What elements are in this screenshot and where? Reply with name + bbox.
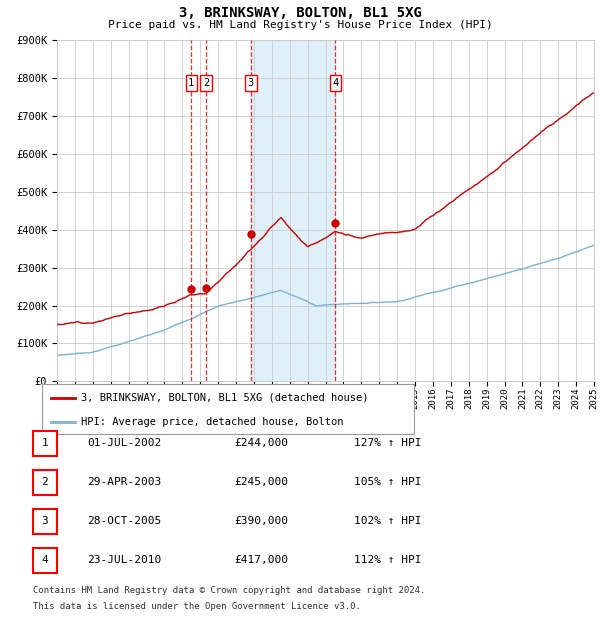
Text: 23-JUL-2010: 23-JUL-2010 xyxy=(87,556,161,565)
Text: 3, BRINKSWAY, BOLTON, BL1 5XG: 3, BRINKSWAY, BOLTON, BL1 5XG xyxy=(179,6,421,20)
Text: 3: 3 xyxy=(41,516,49,526)
Text: HPI: Average price, detached house, Bolton: HPI: Average price, detached house, Bolt… xyxy=(81,417,344,427)
Text: 28-OCT-2005: 28-OCT-2005 xyxy=(87,516,161,526)
Text: 3: 3 xyxy=(248,78,254,88)
Text: 105% ↑ HPI: 105% ↑ HPI xyxy=(354,477,421,487)
Text: 4: 4 xyxy=(332,78,338,88)
Bar xyxy=(251,40,335,381)
Text: £244,000: £244,000 xyxy=(234,438,288,448)
Text: 1: 1 xyxy=(41,438,49,448)
Text: 112% ↑ HPI: 112% ↑ HPI xyxy=(354,556,421,565)
Text: This data is licensed under the Open Government Licence v3.0.: This data is licensed under the Open Gov… xyxy=(33,602,361,611)
Text: £417,000: £417,000 xyxy=(234,556,288,565)
Text: £390,000: £390,000 xyxy=(234,516,288,526)
Text: 01-JUL-2002: 01-JUL-2002 xyxy=(87,438,161,448)
Text: 2: 2 xyxy=(41,477,49,487)
Text: 3, BRINKSWAY, BOLTON, BL1 5XG (detached house): 3, BRINKSWAY, BOLTON, BL1 5XG (detached … xyxy=(81,393,368,403)
Text: £245,000: £245,000 xyxy=(234,477,288,487)
Text: 1: 1 xyxy=(188,78,194,88)
Text: Price paid vs. HM Land Registry's House Price Index (HPI): Price paid vs. HM Land Registry's House … xyxy=(107,20,493,30)
Text: 127% ↑ HPI: 127% ↑ HPI xyxy=(354,438,421,448)
Text: 2: 2 xyxy=(203,78,209,88)
Text: 29-APR-2003: 29-APR-2003 xyxy=(87,477,161,487)
Text: 4: 4 xyxy=(41,556,49,565)
Text: 102% ↑ HPI: 102% ↑ HPI xyxy=(354,516,421,526)
Text: Contains HM Land Registry data © Crown copyright and database right 2024.: Contains HM Land Registry data © Crown c… xyxy=(33,586,425,595)
